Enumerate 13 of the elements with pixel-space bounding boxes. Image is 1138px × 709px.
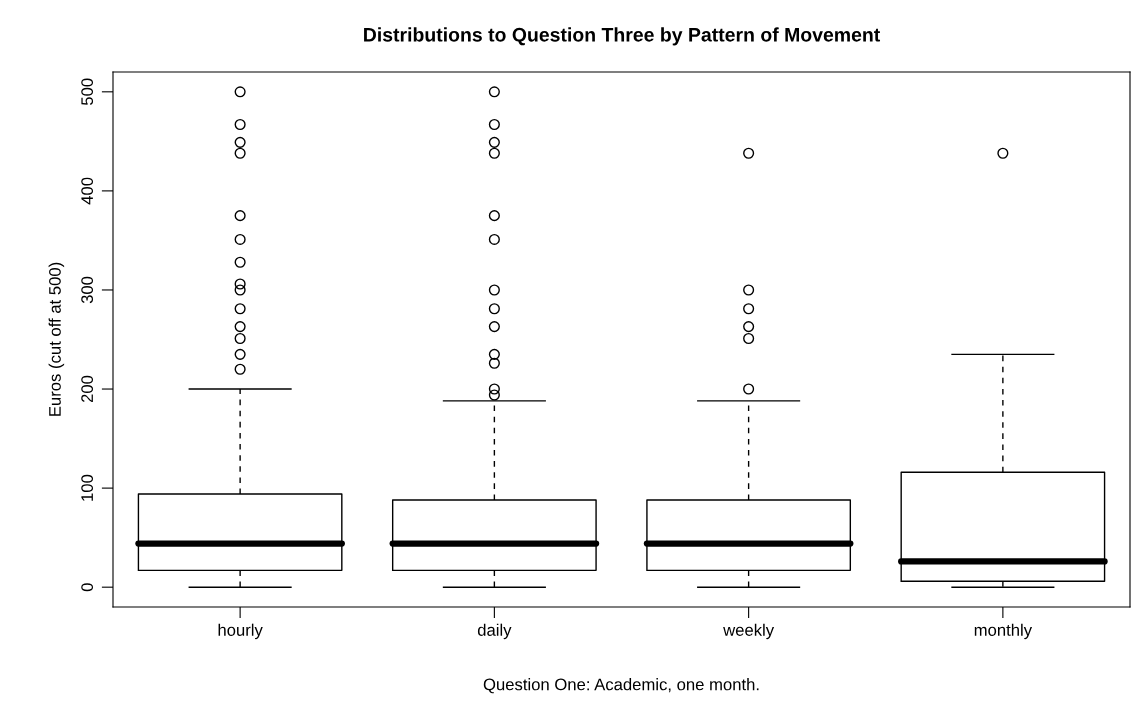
y-axis-title: Euros (cut off at 500)	[48, 262, 65, 416]
y-tick-label: 200	[81, 375, 94, 403]
x-tick-label: weekly	[723, 623, 775, 640]
y-tick-label: 400	[81, 177, 94, 205]
y-tick-label: 500	[81, 78, 94, 106]
y-tick-label: 300	[81, 276, 94, 304]
x-axis-title: Question One: Academic, one month.	[483, 678, 759, 694]
x-tick-label: daily	[477, 623, 512, 640]
x-tick-label: monthly	[974, 623, 1033, 640]
chart-title: Distributions to Question Three by Pattern of Movement	[364, 27, 881, 46]
y-tick-label: 0	[81, 583, 94, 592]
x-tick-label: hourly	[218, 623, 263, 640]
y-tick-label: 100	[81, 474, 94, 501]
